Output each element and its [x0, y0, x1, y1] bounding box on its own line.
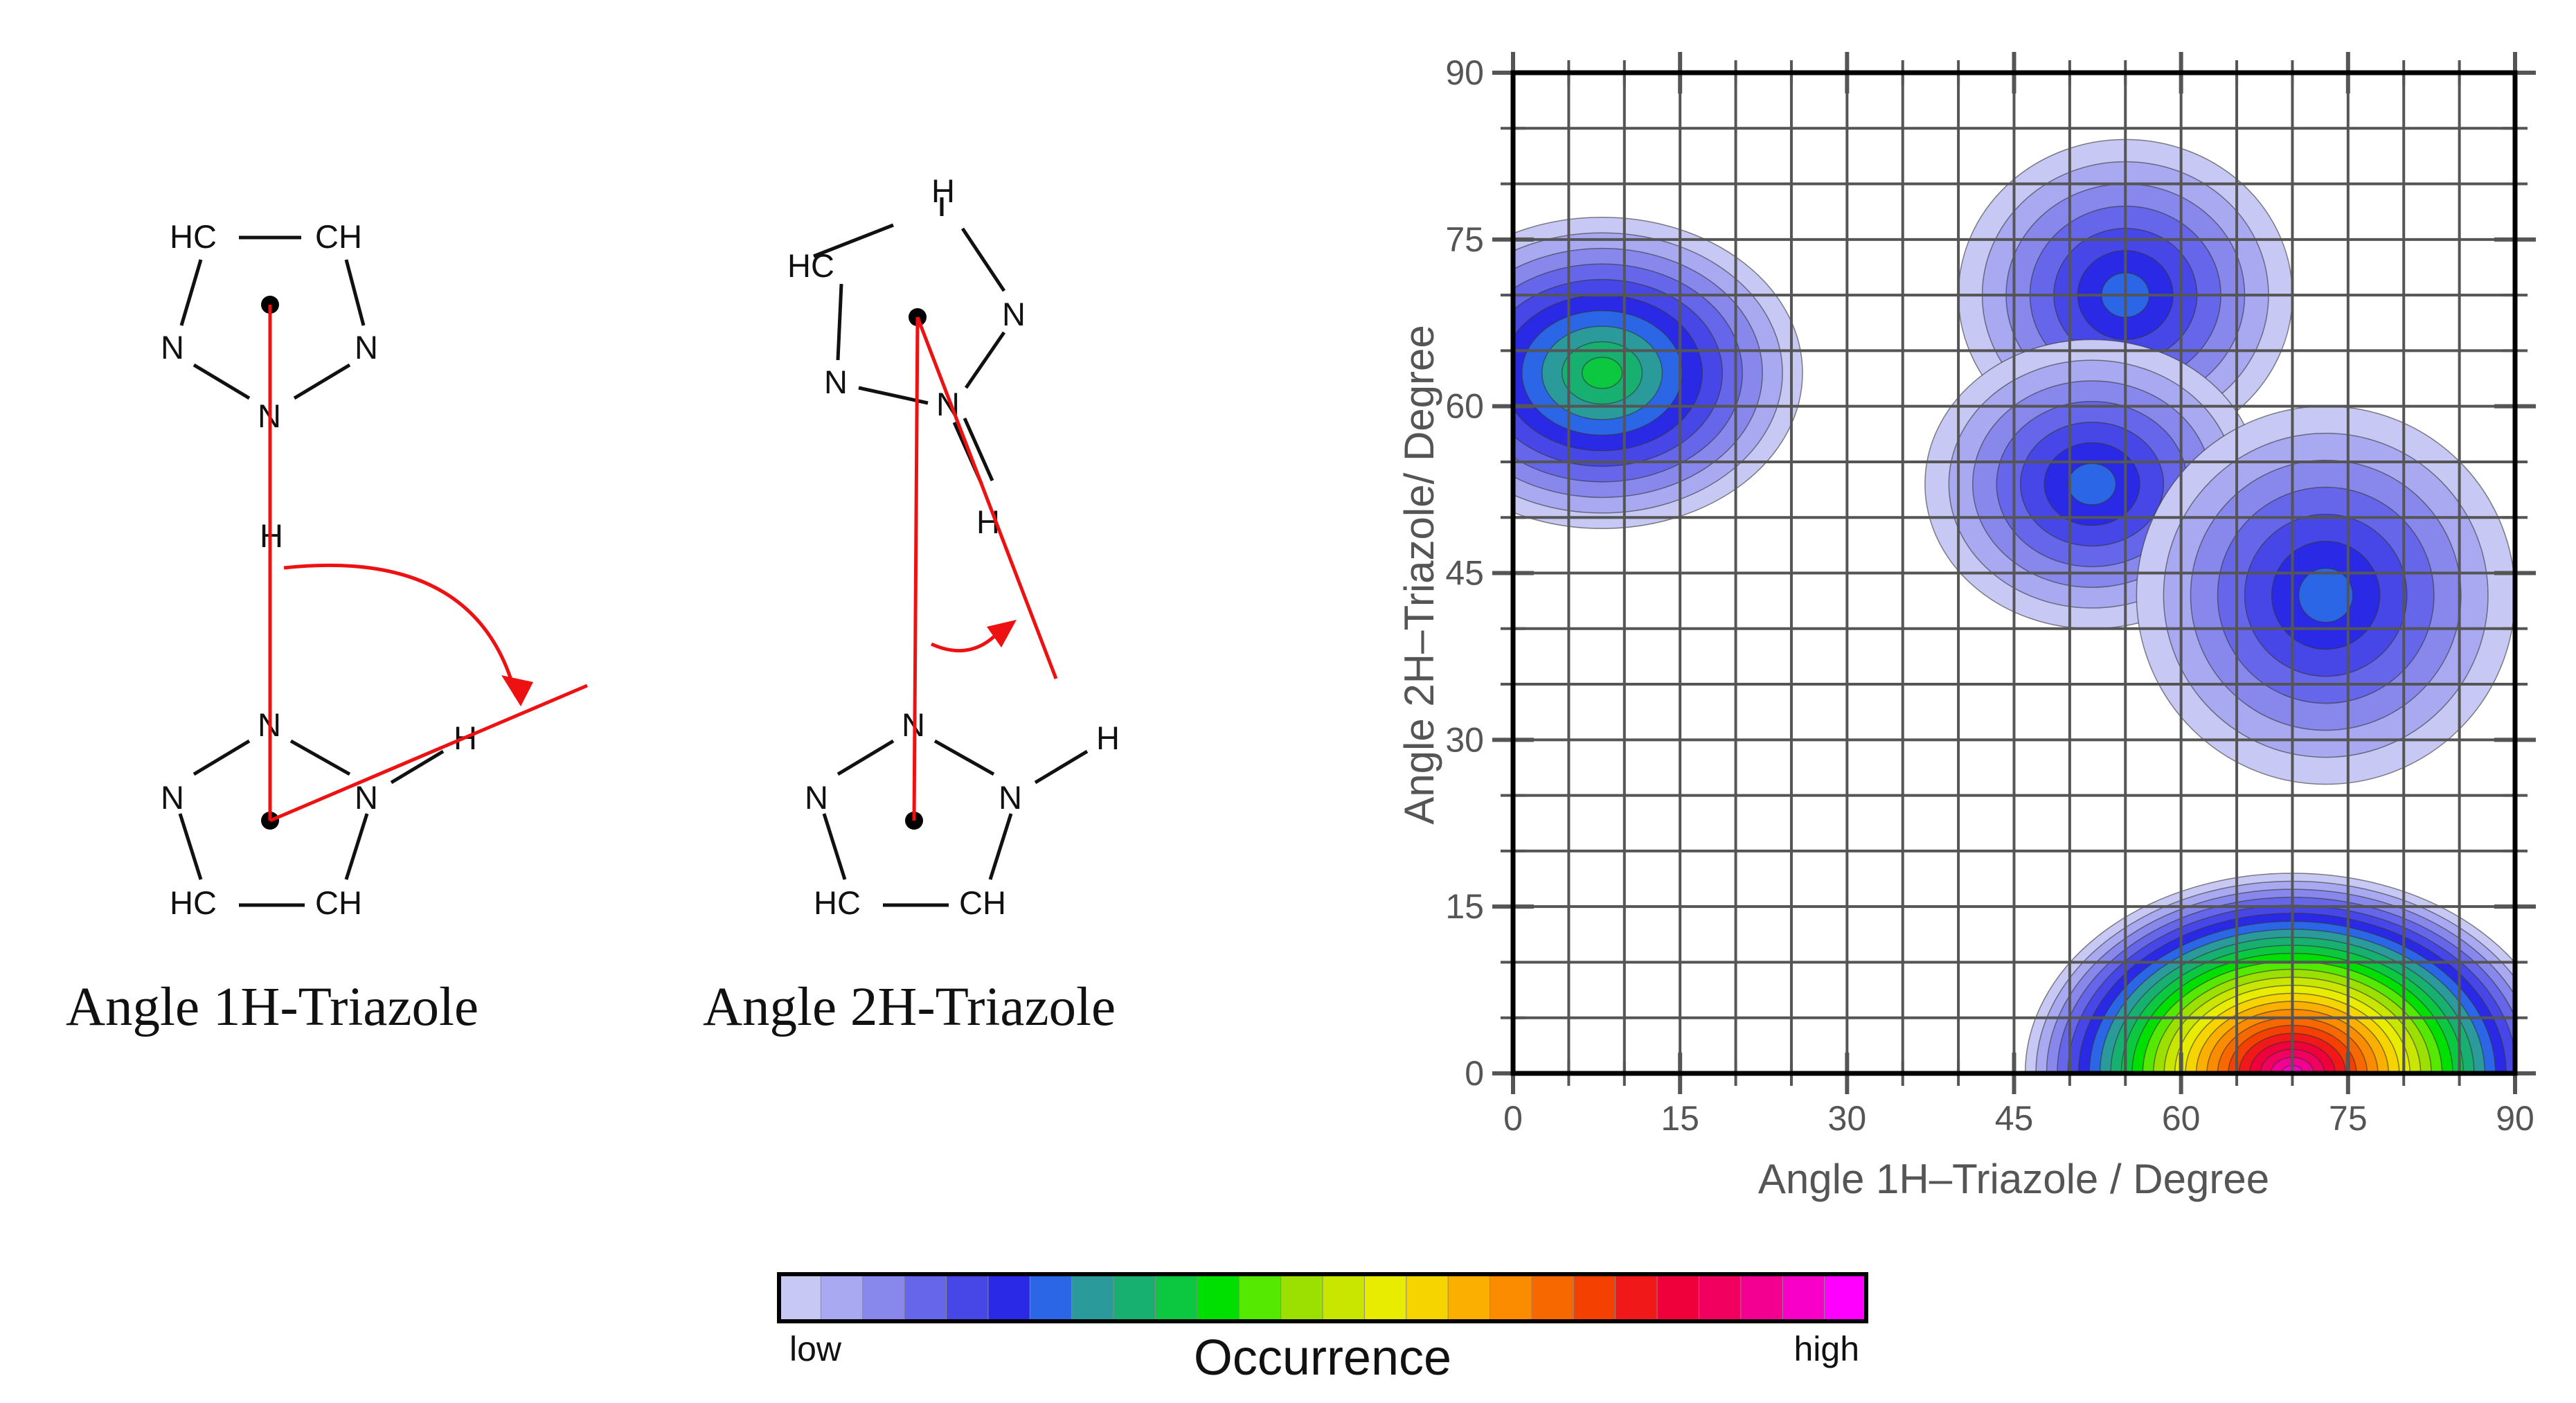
atom-n-2h-bottom-right: N [999, 779, 1022, 816]
colorbar-cell-20 [1573, 1274, 1616, 1322]
colorbar-cell-18 [1490, 1274, 1532, 1322]
arrowhead-1h [501, 675, 533, 706]
atom-n-2h-top-right: N [1002, 296, 1026, 332]
colorbar-cell-22 [1656, 1274, 1700, 1322]
colorbar-cell-12 [1238, 1274, 1282, 1322]
x-tick-label-0: 0 [1503, 1099, 1523, 1138]
molecule-2h-title: Angle 2H-Triazole [703, 977, 1116, 1037]
y-tick-label-30: 30 [1445, 720, 1484, 759]
colorbar-cell-6 [987, 1274, 1031, 1322]
bonds-2h-top [813, 197, 1006, 486]
x-tick-label-90: 90 [2496, 1099, 2534, 1138]
y-tick-label-45: 45 [1445, 554, 1484, 593]
atom-n-2h-top-left: N [824, 364, 848, 400]
colorbar-cell-7 [1029, 1274, 1073, 1322]
x-tick-label-15: 15 [1661, 1099, 1699, 1138]
colorbar-cell-15 [1363, 1274, 1407, 1322]
colorbar-cell-10 [1154, 1274, 1198, 1322]
arrowhead-2h [987, 620, 1017, 647]
atom-n-1h-top-right: N [355, 329, 378, 366]
colorbar-cell-25 [1782, 1274, 1825, 1322]
atom-n-1h-top-left: N [161, 329, 184, 366]
contour-band-peak4-level7 [2067, 463, 2117, 506]
atom-n-1h-bottom-left: N [161, 779, 184, 816]
atom-hc-1h-top: HC [170, 218, 217, 255]
angle-construction-2h [912, 316, 1058, 821]
atom-ch-2h-bottom: CH [959, 884, 1006, 921]
y-axis-label: Angle 2H–Triazole/ Degree [1396, 325, 1442, 825]
molecule-1h-triazole: HC CH N N N H N N N H HC CH Angle 1H-Tri… [66, 218, 588, 1037]
colorbar-cell-11 [1197, 1274, 1240, 1322]
colorbar-cell-21 [1615, 1274, 1658, 1322]
tick-labels: 0 15 30 45 60 75 90 0 15 30 45 60 75 90 [1445, 53, 2534, 1138]
x-tick-label-30: 30 [1828, 1099, 1867, 1138]
colorbar-frame [777, 1272, 1868, 1323]
colorbar-high-label: high [1794, 1330, 1859, 1368]
colorbar-cell-24 [1740, 1274, 1784, 1322]
angle-construction-1h [268, 305, 588, 823]
y-tick-label-0: 0 [1465, 1054, 1484, 1093]
colorbar-cell-16 [1406, 1274, 1449, 1322]
colorbar-cells [778, 1274, 1868, 1322]
grid-lines [1512, 71, 2516, 1075]
colorbar-cell-19 [1531, 1274, 1575, 1322]
colorbar-cell-14 [1322, 1274, 1366, 1322]
colorbar-low-label: low [789, 1330, 842, 1368]
atom-hc-2h-bottom: HC [814, 884, 861, 921]
colorbar-title: Occurrence [1194, 1330, 1451, 1386]
atom-hc-2h-top: HC [787, 247, 834, 284]
colorbar-cell-17 [1447, 1274, 1491, 1322]
contour-band-peak2-level10 [1581, 357, 1623, 389]
y-tick-label-75: 75 [1445, 220, 1484, 259]
colorbar-cell-4 [904, 1274, 947, 1322]
atom-hc-1h-bottom: HC [170, 884, 217, 921]
contour-band-peak5-level7 [2298, 567, 2354, 623]
atom-ch-1h-top: CH [315, 218, 362, 255]
molecule-2h-triazole: H HC N N N H N N N H HC CH Angle 2H-Tria… [703, 172, 1120, 1037]
colorbar-cell-8 [1071, 1274, 1115, 1322]
atom-n-2h-bottom-left: N [805, 779, 828, 816]
colorbar: low Occurrence high [777, 1272, 1868, 1386]
x-axis-label: Angle 1H–Triazole / Degree [1758, 1156, 2269, 1202]
y-tick-label-15: 15 [1445, 887, 1484, 926]
x-tick-label-75: 75 [2329, 1099, 2368, 1138]
y-tick-label-60: 60 [1445, 387, 1484, 426]
bonds-1h-bottom [178, 739, 445, 907]
molecule-1h-title: Angle 1H-Triazole [66, 977, 478, 1037]
colorbar-cell-1 [778, 1274, 822, 1322]
atom-h-2h-bottom: H [1096, 720, 1120, 756]
atom-h-2h-top: H [931, 172, 955, 209]
colorbar-cell-9 [1113, 1274, 1156, 1322]
colorbar-cell-3 [862, 1274, 906, 1322]
colorbar-cell-2 [820, 1274, 864, 1322]
y-tick-label-90: 90 [1445, 53, 1484, 92]
atom-n-1h-bottom-right: N [355, 779, 378, 816]
colorbar-cell-5 [946, 1274, 989, 1322]
bonds-1h-top [179, 235, 366, 400]
x-tick-label-45: 45 [1995, 1099, 2034, 1138]
colorbar-cell-23 [1698, 1274, 1742, 1322]
plot-frame [1510, 70, 2518, 1076]
atom-ch-1h-bottom: CH [315, 884, 362, 921]
colorbar-cell-26 [1824, 1274, 1868, 1322]
x-tick-label-60: 60 [2162, 1099, 2201, 1138]
contour-plot: 0 15 30 45 60 75 90 0 15 30 45 60 75 90 Angle 1H–Tria… [1396, 52, 2536, 1202]
colorbar-cell-13 [1280, 1274, 1323, 1322]
bonds-2h-bottom [822, 739, 1089, 907]
